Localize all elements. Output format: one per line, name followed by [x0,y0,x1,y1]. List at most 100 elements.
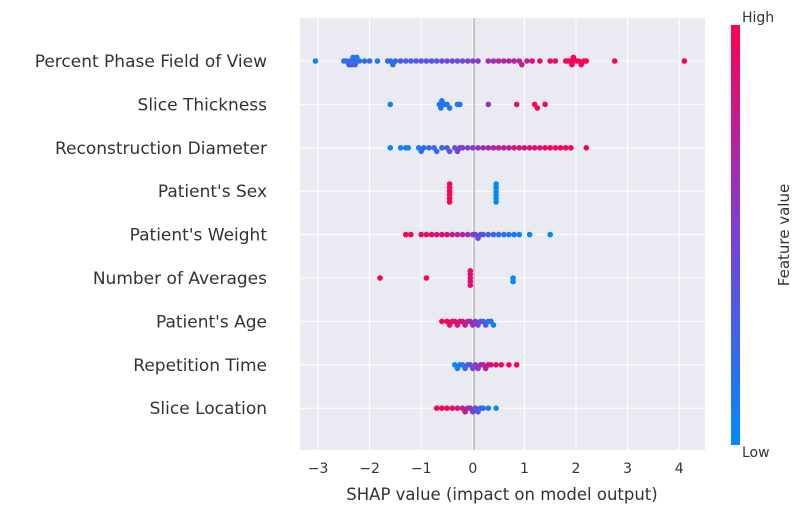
shap-point [449,58,456,64]
shap-point [439,145,445,151]
colorbar-high-label: High [742,10,774,26]
shap-point [454,405,461,412]
shap-point [490,322,497,328]
shap-point [312,58,319,64]
shap-point [433,405,440,412]
shap-point [446,181,453,187]
shap-point [459,58,466,64]
shap-point [459,231,466,238]
shap-point [521,145,528,151]
shap-point [428,231,435,238]
shap-point [387,145,394,151]
shap-point [495,58,502,64]
shap-point [408,231,414,238]
shap-point [444,58,450,64]
shap-point [475,58,481,64]
shap-point [552,145,559,151]
shap-point [352,61,359,68]
shap-point [464,145,471,151]
shap-point [439,58,445,64]
shap-point [526,231,533,238]
shap-point [498,362,505,368]
shap-point [459,145,466,151]
shap-point [485,58,492,64]
shap-point [444,405,450,412]
feature-label: Patient's Weight [130,226,268,246]
shap-point [446,199,453,205]
shap-point [495,145,502,151]
shap-point [480,231,487,238]
shap-point [511,231,517,238]
shap-point [480,145,487,151]
shap-point [568,145,574,151]
shap-point [552,58,559,64]
shap-point [433,231,440,238]
x-tick-label: 4 [675,461,684,477]
shap-point [426,145,432,151]
shap-point [408,58,414,64]
feature-label: Slice Location [150,399,267,419]
shap-point [397,58,404,64]
shap-point [457,101,463,108]
shap-point [423,231,430,238]
shap-point [506,58,512,64]
shap-point [470,58,476,64]
feature-label: Patient's Sex [158,182,267,202]
feature-label: Patient's Age [156,312,267,332]
shap-point [485,145,492,151]
shap-point [418,231,425,238]
shap-point [516,145,523,151]
shap-point [493,405,499,412]
shap-point [439,231,445,238]
shap-point [569,61,575,68]
colorbar [731,25,740,445]
shap-point [454,231,461,238]
shap-point [557,145,564,151]
shap-point [433,148,440,155]
shap-point [547,145,553,151]
shap-point [397,145,404,151]
shap-point [547,58,553,64]
feature-label: Slice Thickness [138,95,268,115]
x-tick-labels: −3 −2 −1 0 1 2 3 4 [308,461,684,477]
x-tick-label: 0 [468,461,477,477]
shap-point [537,58,543,64]
shap-point [467,282,474,289]
shap-point [510,278,516,285]
shap-point [547,231,553,238]
shap-point [428,58,435,64]
shap-point [446,148,453,155]
shap-point [506,145,512,151]
shap-point [421,145,427,151]
shap-point [562,145,569,151]
feature-label: Number of Averages [93,269,267,289]
shap-point [480,405,487,412]
shap-point [464,58,471,64]
shap-point [501,231,507,238]
feature-label: Repetition Time [133,356,267,376]
shap-point [485,405,492,412]
shap-point [361,58,368,64]
shap-point [534,105,541,111]
shap-point [449,231,456,238]
shap-point [529,58,535,64]
shap-point [374,58,381,64]
shap-point [490,231,497,238]
shap-point [377,275,383,281]
shap-point [681,58,688,64]
shap-point [423,58,430,64]
shap-point [542,101,548,108]
shap-point [464,231,471,238]
feature-label: Reconstruction Diameter [55,139,267,159]
shap-point [493,181,499,187]
shap-point [493,199,499,205]
shap-point [475,145,481,151]
shap-point [501,58,507,64]
shap-point [366,58,373,64]
shap-point [405,145,412,151]
x-axis-title: SHAP value (impact on model output) [346,485,657,504]
feature-label: Percent Phase Field of View [35,52,267,72]
shap-point [519,61,525,68]
colorbar-title: Feature value [775,184,793,286]
